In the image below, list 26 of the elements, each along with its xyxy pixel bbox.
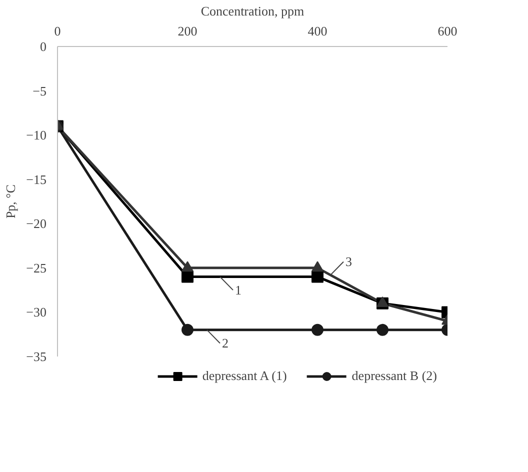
- point: [312, 270, 324, 283]
- y-axis-title: Pp, °C: [3, 184, 18, 219]
- y-tick-label: −35: [26, 349, 47, 364]
- x-tick-label: 0: [54, 24, 61, 38]
- y-tick-label: −15: [26, 172, 47, 187]
- point: [312, 324, 324, 336]
- legend-label: depressant A (1): [202, 368, 287, 384]
- x-tick-label: 600: [438, 24, 458, 38]
- annotation: 2: [222, 336, 228, 351]
- point: [182, 270, 194, 283]
- annotation: 3: [345, 254, 352, 270]
- point: [182, 324, 194, 336]
- y-tick-label: −10: [26, 128, 47, 143]
- annotation: 1: [234, 282, 242, 298]
- y-tick-label: −25: [26, 260, 47, 276]
- y-tick-label: −30: [26, 304, 47, 320]
- y-tick-label: 0: [40, 39, 46, 54]
- x-tick-label: 400: [308, 24, 328, 38]
- y-tick-label: −5: [32, 83, 47, 98]
- point: [312, 261, 324, 272]
- point: [376, 324, 388, 336]
- point: [182, 261, 194, 272]
- legend-label: depressant B (2): [352, 368, 437, 384]
- x-axis-title: Concentration, ppm: [200, 4, 304, 18]
- x-tick-label: 200: [178, 24, 198, 38]
- y-tick-label: −20: [26, 216, 47, 232]
